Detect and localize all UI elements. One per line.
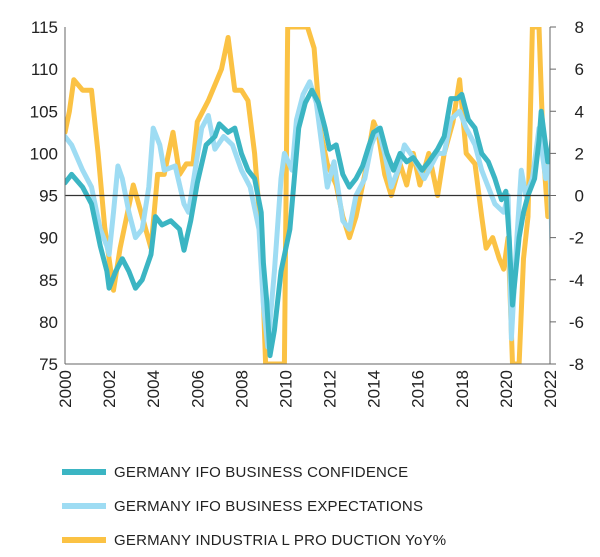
x-tick-label: 2008 (232, 370, 251, 408)
x-tick-label: 2014 (365, 370, 384, 408)
legend-label: GERMANY IFO BUSINESS EXPECTATIONS (114, 497, 424, 515)
right-tick-label: -8 (569, 355, 584, 374)
left-tick-label: 85 (39, 271, 58, 290)
right-tick-label: 0 (575, 187, 584, 206)
right-tick-label: 8 (575, 18, 584, 37)
left-tick-label: 95 (39, 187, 58, 206)
x-tick-label: 2016 (409, 370, 428, 408)
legend-label: GERMANY IFO BUSINESS CONFIDENCE (114, 463, 409, 481)
x-tick-label: 2010 (276, 370, 295, 408)
left-tick-label: 80 (39, 313, 58, 332)
x-tick-label: 2018 (453, 370, 472, 408)
right-tick-label: 2 (575, 144, 584, 163)
x-tick-label: 2000 (56, 370, 75, 408)
left-tick-label: 90 (39, 229, 58, 248)
left-tick-label: 75 (39, 355, 58, 374)
right-tick-label: -4 (569, 271, 584, 290)
legend-item: GERMANY IFO BUSINESS EXPECTATIONS (62, 489, 446, 523)
legend-item: GERMANY IFO BUSINESS CONFIDENCE (62, 455, 446, 489)
x-tick-label: 2012 (321, 370, 340, 408)
legend-swatch (62, 469, 106, 475)
legend-swatch (62, 503, 106, 509)
chart: 115 110 105 100 95 90 85 80 75 8 6 4 2 0 -2 -4 -6 -8 2000 2… (30, 18, 584, 408)
right-tick-label: 6 (575, 60, 584, 79)
legend: GERMANY IFO BUSINESS CONFIDENCE GERMANY I… (62, 455, 446, 557)
x-tick-label: 2020 (497, 370, 516, 408)
right-tick-label: 4 (575, 102, 584, 121)
x-tick-label: 2006 (188, 370, 207, 408)
legend-item: GERMANY INDUSTRIA L PRO DUCTION YoY% (62, 523, 446, 557)
legend-swatch (62, 537, 106, 543)
right-tick-label: -2 (569, 229, 584, 248)
x-tick-label: 2004 (144, 370, 163, 408)
right-tick-label: -6 (569, 313, 584, 332)
x-tick-label: 2002 (100, 370, 119, 408)
left-tick-label: 105 (30, 102, 58, 121)
left-tick-label: 110 (31, 60, 58, 79)
legend-label: GERMANY INDUSTRIA L PRO DUCTION YoY% (114, 531, 447, 549)
left-tick-label: 100 (30, 144, 58, 163)
left-tick-label: 115 (31, 18, 58, 37)
x-tick-label: 2022 (541, 370, 560, 408)
